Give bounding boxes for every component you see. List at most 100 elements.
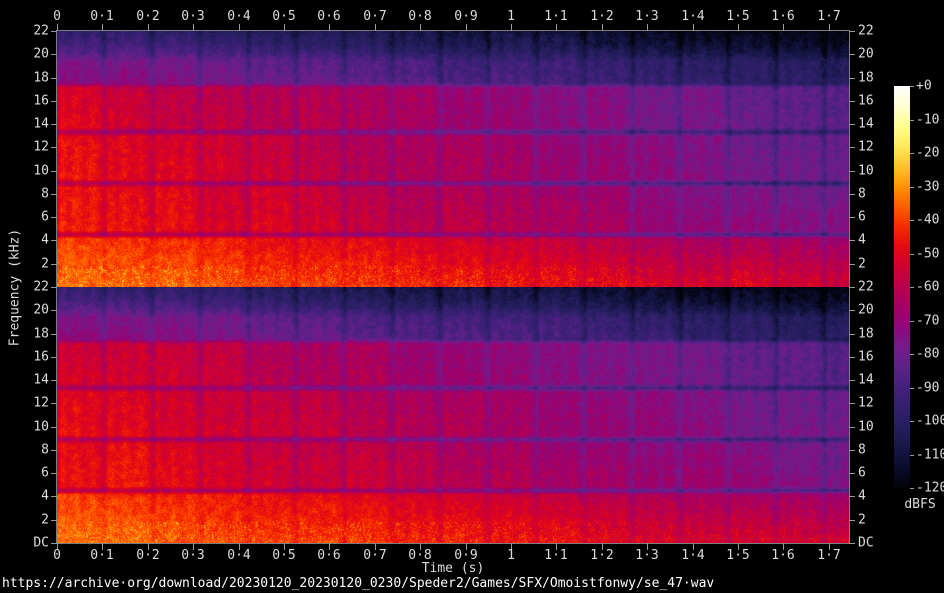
time-tick-label: 0·7 xyxy=(363,548,387,563)
colorbar-tick-label: -90 xyxy=(916,380,940,396)
freq-tick xyxy=(51,147,57,148)
freq-tick xyxy=(51,31,57,32)
freq-tick xyxy=(51,334,57,335)
colorbar-unit-label: dBFS xyxy=(904,497,936,512)
time-tick xyxy=(602,543,603,550)
time-tick-label: 0·9 xyxy=(454,9,478,24)
colorbar-tick xyxy=(910,421,914,422)
time-tick-label: 0·2 xyxy=(136,9,160,24)
freq-tick-label: 10 xyxy=(858,419,874,435)
freq-tick-label: 22 xyxy=(33,23,49,39)
time-tick xyxy=(420,543,421,550)
freq-tick-label: 12 xyxy=(858,395,874,411)
freq-tick xyxy=(51,357,57,358)
time-tick xyxy=(829,543,830,550)
time-tick xyxy=(148,24,149,31)
time-tick-label: 1·1 xyxy=(544,548,568,563)
freq-tick-label: 22 xyxy=(858,279,874,295)
freq-tick xyxy=(51,287,57,288)
freq-tick xyxy=(849,334,855,335)
freq-tick xyxy=(51,171,57,172)
time-tick xyxy=(57,24,58,31)
freq-tick-label: 20 xyxy=(858,46,874,62)
time-tick-label: 1·6 xyxy=(771,548,795,563)
spectrogram-channel-1-canvas xyxy=(57,31,849,287)
time-tick-label: 0·3 xyxy=(181,548,205,563)
colorbar-tick xyxy=(910,321,914,322)
time-tick xyxy=(738,24,739,31)
time-tick xyxy=(602,24,603,31)
colorbar-tick-label: -60 xyxy=(916,279,940,295)
freq-tick xyxy=(849,240,855,241)
freq-tick-label: 2 xyxy=(858,512,866,528)
time-tick xyxy=(102,24,103,31)
time-tick xyxy=(239,24,240,31)
time-tick-label: 0·4 xyxy=(227,9,251,24)
freq-tick xyxy=(51,264,57,265)
freq-tick xyxy=(51,240,57,241)
time-tick xyxy=(693,543,694,550)
time-tick xyxy=(57,543,58,550)
colorbar-tick-label: -100 xyxy=(916,413,944,429)
freq-tick xyxy=(849,380,855,381)
freq-tick-label: 6 xyxy=(858,209,866,225)
time-tick xyxy=(148,543,149,550)
time-tick-label: 0·6 xyxy=(317,9,341,24)
dc-label: DC xyxy=(33,535,49,551)
time-tick xyxy=(375,24,376,31)
source-url-text: https://archive·org/download/20230120_20… xyxy=(2,576,715,591)
colorbar-gradient xyxy=(894,86,910,488)
time-tick-label: 0·9 xyxy=(454,548,478,563)
time-tick-label: 0·8 xyxy=(408,9,432,24)
freq-tick xyxy=(51,217,57,218)
freq-tick xyxy=(51,427,57,428)
freq-tick-label: 22 xyxy=(33,279,49,295)
time-tick-label: 1·7 xyxy=(817,548,841,563)
spectrogram-channel-2-canvas xyxy=(57,287,849,543)
time-tick-label: 1·5 xyxy=(726,9,750,24)
time-tick-label: 1·7 xyxy=(817,9,841,24)
freq-tick xyxy=(849,217,855,218)
freq-tick-label: 6 xyxy=(41,465,49,481)
colorbar-tick xyxy=(910,488,914,489)
freq-tick-label: 4 xyxy=(41,232,49,248)
freq-tick xyxy=(849,310,855,311)
time-tick-label: 0 xyxy=(53,9,61,24)
freq-tick-label: 14 xyxy=(858,372,874,388)
freq-tick xyxy=(849,357,855,358)
time-tick xyxy=(239,543,240,550)
time-tick xyxy=(329,543,330,550)
time-tick xyxy=(284,24,285,31)
time-tick-label: 1·3 xyxy=(635,9,659,24)
freq-tick xyxy=(51,496,57,497)
freq-tick xyxy=(849,403,855,404)
freq-tick-label: 14 xyxy=(33,372,49,388)
spectrogram-plot-area xyxy=(56,30,850,544)
freq-tick xyxy=(849,520,855,521)
colorbar-tick-label: -110 xyxy=(916,447,944,463)
time-tick-label: 0·5 xyxy=(272,548,296,563)
freq-tick-label: 18 xyxy=(33,326,49,342)
time-tick xyxy=(511,24,512,31)
freq-tick xyxy=(849,54,855,55)
freq-tick-label: 2 xyxy=(41,512,49,528)
freq-tick xyxy=(849,194,855,195)
time-tick-label: 1·3 xyxy=(635,548,659,563)
freq-tick-label: 20 xyxy=(858,302,874,318)
freq-tick xyxy=(51,473,57,474)
time-tick-label: 1·6 xyxy=(771,9,795,24)
time-tick xyxy=(466,543,467,550)
time-tick xyxy=(375,543,376,550)
freq-tick xyxy=(849,427,855,428)
time-tick xyxy=(284,543,285,550)
colorbar-tick xyxy=(910,120,914,121)
time-tick-label: 1·1 xyxy=(544,9,568,24)
colorbar-tick xyxy=(910,153,914,154)
freq-tick xyxy=(51,450,57,451)
colorbar-tick xyxy=(910,220,914,221)
freq-tick xyxy=(51,78,57,79)
time-tick-label: 0·6 xyxy=(317,548,341,563)
freq-tick-label: 6 xyxy=(41,209,49,225)
colorbar-tick-label: -120 xyxy=(916,480,944,496)
freq-tick xyxy=(849,287,855,288)
